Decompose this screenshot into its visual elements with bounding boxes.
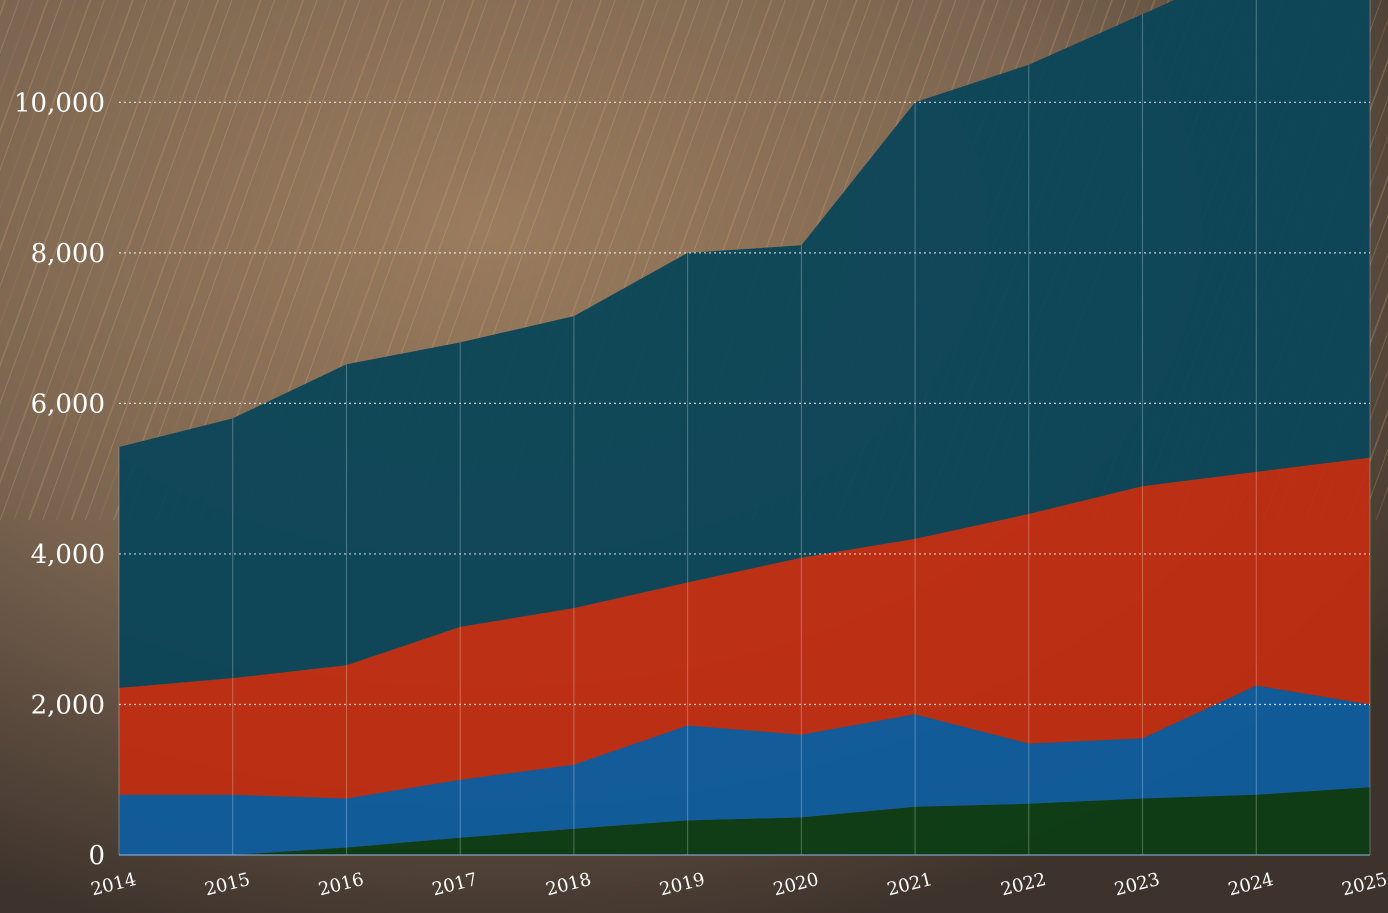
y-tick-label: 6,000	[31, 389, 105, 419]
y-axis-ticks: 0 2,000 4,000 6,000 8,000 10,000	[14, 88, 105, 871]
y-tick-label: 8,000	[31, 239, 105, 269]
area-series-1	[119, 787, 1370, 855]
y-tick-label: 2,000	[31, 690, 105, 720]
horizontal-gridlines	[119, 101, 1370, 856]
y-tick-label: 4,000	[31, 540, 105, 570]
vertical-gridlines	[118, 0, 1371, 855]
y-tick-label: 0	[88, 841, 105, 871]
area-series-3	[119, 457, 1370, 799]
y-tick-label: 10,000	[14, 88, 105, 118]
area-layers	[119, 0, 1370, 855]
area-series-4	[119, 0, 1370, 688]
area-series-2	[119, 685, 1370, 855]
